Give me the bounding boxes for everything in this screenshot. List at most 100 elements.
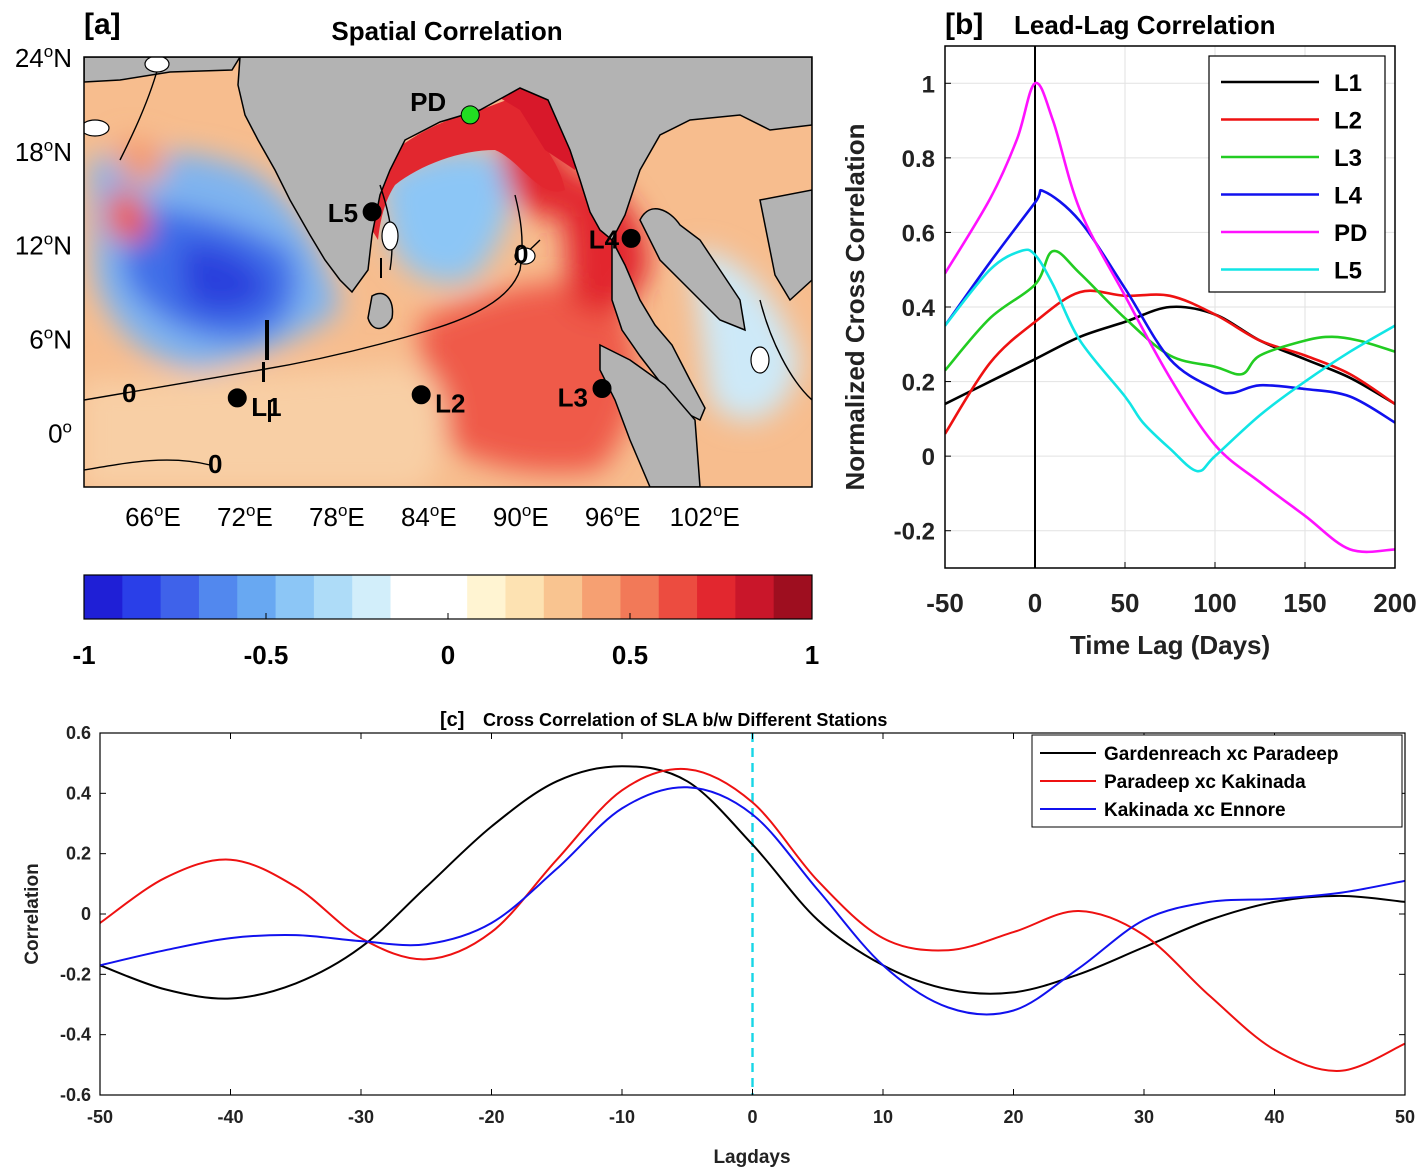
- station-l5: [362, 202, 382, 222]
- panel-c-legend: Gardenreach xc Paradeep Paradeep xc Kakin…: [1031, 734, 1403, 828]
- legend-label: L2: [1334, 108, 1362, 135]
- colorbar-tick-label: 1: [805, 640, 819, 670]
- colorbar-swatch: [390, 575, 430, 619]
- x-tick-label: 0: [1028, 588, 1042, 618]
- x-tick-label: 150: [1283, 588, 1326, 618]
- contour-label: 0: [514, 239, 528, 269]
- legend-label: Kakinada xc Ennore: [1104, 800, 1286, 821]
- panel-c-xlabel: Lagdays: [713, 1147, 790, 1168]
- y-tick-label: 0.8: [902, 146, 935, 173]
- panel-a: [a] Spatial Correlation: [15, 8, 819, 670]
- contour-label: 0: [122, 378, 136, 408]
- panel-b-legend: L1 L2 L3 L4 PD L5: [1208, 55, 1386, 293]
- y-tick-label: 0: [922, 444, 935, 471]
- series-line-l4: [945, 188, 1395, 424]
- lon-tick-label: 90oE: [493, 501, 549, 532]
- panel-b: [b] Lead-Lag Correlation -50 0 50 100 150 200…: [840, 8, 1417, 660]
- station-l3: [592, 378, 612, 398]
- colorbar-swatch: [543, 575, 583, 619]
- legend-label: L5: [1334, 258, 1362, 285]
- map-axis-ticks: 24oN 18oN 12oN 6oN 0o 66oE 72oE 78oE 84oE 90oE 96o…: [15, 42, 740, 532]
- x-tick-label: 50: [1111, 588, 1140, 618]
- lon-tick-label: 96oE: [585, 501, 641, 532]
- y-tick-label: 0.2: [902, 370, 935, 397]
- panel-c-title: Cross Correlation of SLA b/w Different S…: [483, 710, 887, 730]
- station-l4: [621, 228, 641, 248]
- lat-tick-label: 24oN: [15, 42, 72, 73]
- colorbar-swatch: [620, 575, 660, 619]
- colorbar-swatch: [658, 575, 698, 619]
- panel-a-tag: [a]: [84, 8, 121, 41]
- y-tick-label: 0.6: [66, 723, 91, 743]
- series-line-pd: [945, 81, 1395, 554]
- x-tick-label: 0: [747, 1107, 757, 1127]
- y-tick-label: -0.4: [60, 1025, 91, 1045]
- y-tick-label: 0.6: [902, 220, 935, 247]
- colorbar-swatch: [505, 575, 545, 619]
- x-tick-label: -20: [478, 1107, 504, 1127]
- colorbar-swatch: [735, 575, 775, 619]
- x-tick-label: -50: [926, 588, 964, 618]
- y-tick-label: 0.4: [902, 295, 936, 322]
- colorbar-swatch: [313, 575, 353, 619]
- colorbar-swatch: [582, 575, 621, 619]
- colorbar-tick-label: -1: [72, 640, 95, 670]
- x-tick-label: -50: [87, 1107, 113, 1127]
- zero-contour-labels: 0 0 0: [122, 239, 528, 479]
- panel-b-xlabel: Time Lag (Days): [1070, 630, 1270, 660]
- station-label: L4: [589, 224, 620, 254]
- contour-label: 0: [208, 449, 222, 479]
- x-tick-label: 200: [1373, 588, 1416, 618]
- y-tick-label: -0.2: [60, 964, 91, 984]
- x-tick-label: 100: [1193, 588, 1236, 618]
- colorbar-swatch: [275, 575, 315, 619]
- series-line-l2: [945, 289, 1395, 435]
- lat-tick-label: 6oN: [29, 323, 72, 354]
- lon-tick-label: 102oE: [670, 501, 740, 532]
- panel-b-series: [945, 81, 1395, 554]
- panel-c-series: [100, 733, 1405, 1095]
- station-label: L5: [328, 198, 358, 228]
- colorbar-swatch: [467, 575, 506, 619]
- lon-tick-label: 84oE: [401, 501, 457, 532]
- panel-b-ylabel: Normalized Cross Correlation: [840, 124, 870, 491]
- legend-label: Gardenreach xc Paradeep: [1104, 744, 1338, 765]
- lat-tick-label: 0o: [48, 417, 72, 448]
- y-tick-label: -0.2: [894, 519, 935, 546]
- colorbar-swatch: [160, 575, 200, 619]
- x-tick-label: 20: [1003, 1107, 1023, 1127]
- colorbar-swatch: [84, 575, 123, 619]
- y-tick-label: 1: [922, 71, 935, 98]
- y-tick-label: 0.4: [66, 783, 91, 803]
- x-tick-label: -10: [609, 1107, 635, 1127]
- series-line-l1: [945, 305, 1395, 406]
- station-label: L3: [558, 382, 588, 412]
- panel-c-tag: [c]: [440, 709, 464, 731]
- colorbar-swatch: [773, 575, 813, 619]
- legend-label: PD: [1334, 220, 1367, 247]
- colorbar-swatch: [697, 575, 736, 619]
- colorbar-swatch: [237, 575, 277, 619]
- series-line-l3: [945, 249, 1395, 376]
- x-tick-label: 10: [873, 1107, 893, 1127]
- station-l2: [411, 385, 431, 405]
- legend-label: L4: [1334, 183, 1363, 210]
- lon-tick-label: 72oE: [217, 501, 273, 532]
- panel-c: [c] Cross Correlation of SLA b/w Differe…: [22, 709, 1415, 1168]
- lon-tick-label: 78oE: [309, 501, 365, 532]
- colorbar-tick-label: 0.5: [612, 640, 648, 670]
- correlation-map: 0 0 0 PD L5 L4 L1 L2 L3: [84, 57, 812, 487]
- panel-b-ticks: -50 0 50 100 150 200 -0.2 0 0.2 0.4 0.6 0.8 1: [894, 71, 1417, 618]
- panel-b-title: Lead-Lag Correlation: [1014, 10, 1275, 40]
- station-label: L2: [435, 389, 465, 419]
- y-tick-label: -0.6: [60, 1085, 91, 1105]
- legend-label: Paradeep xc Kakinada: [1104, 772, 1306, 793]
- legend-label: L3: [1334, 145, 1362, 172]
- panel-c-ylabel: Correlation: [22, 863, 43, 964]
- y-tick-label: 0: [81, 904, 91, 924]
- colorbar-tick-label: 0: [441, 640, 455, 670]
- x-tick-label: -40: [217, 1107, 243, 1127]
- series-line-1: [100, 765, 1405, 1000]
- colorbar-tick-label: -0.5: [244, 640, 289, 670]
